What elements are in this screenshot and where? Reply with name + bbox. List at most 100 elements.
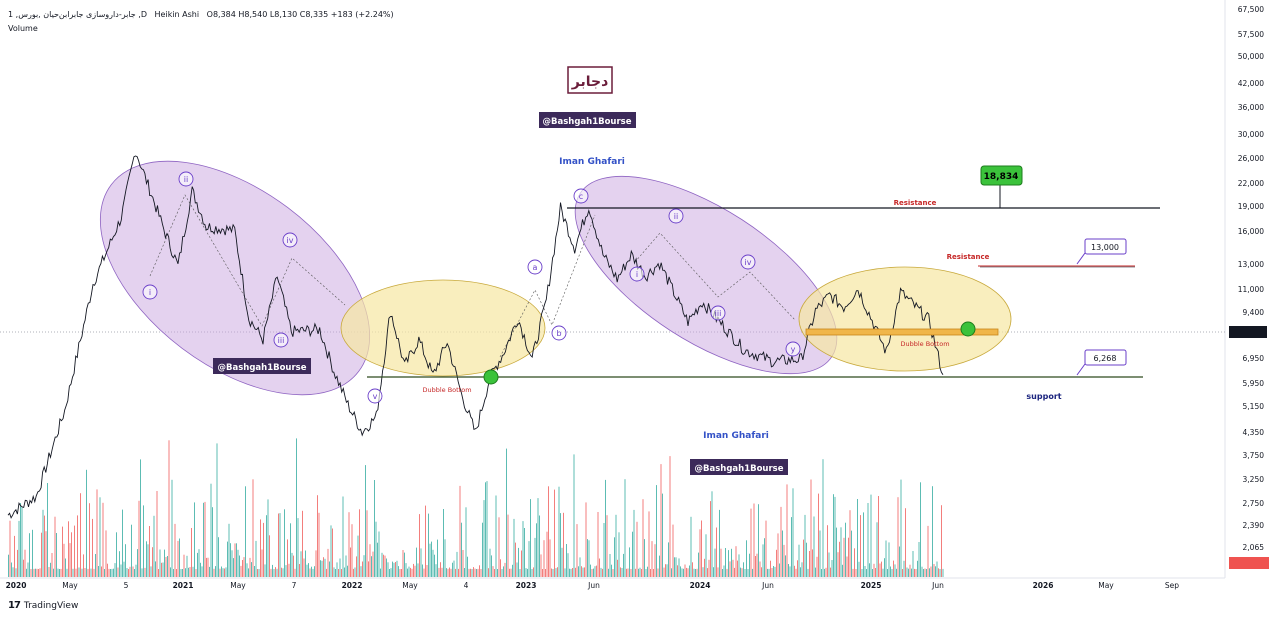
y-tick-label: 2,390 [1243,521,1265,530]
volume-bar [701,520,702,577]
x-tick-label: Jun [587,581,600,590]
volume-bar [431,541,432,577]
volume-bar [476,569,477,577]
volume-bar [362,561,363,577]
volume-bar [219,568,221,577]
volume-bar [264,564,266,577]
volume-bar [182,569,183,577]
y-tick-label: 42,000 [1238,79,1264,88]
volume-bar [305,550,306,577]
volume-bar [573,454,575,577]
volume-bar [386,558,387,577]
volume-bar [647,566,648,577]
volume-bar [612,569,614,577]
volume-bar [563,512,564,577]
volume-bar [263,522,264,577]
volume-bar [272,564,273,577]
y-tick-label: 3,750 [1243,451,1265,460]
symbol-name[interactable]: 1 ,جابر-داروسازی جابرابن‌حیان ,بورس ,D [8,10,147,19]
volume-bar [633,509,635,577]
volume-bar [162,562,164,577]
volume-bar [423,568,425,577]
volume-bar [317,495,318,577]
volume-bar [401,569,402,577]
volume-bar [557,567,558,577]
volume-bar [221,566,222,577]
volume-bar [759,561,761,577]
volume-bar [233,558,234,577]
volume-bar [539,515,540,577]
volume-bar [134,569,135,577]
volume-bar [935,566,936,577]
volume-bar [570,568,572,577]
volume-bar [741,568,743,577]
volume-bar [428,513,429,577]
volume-bar [236,543,237,577]
volume-bar [357,535,359,577]
volume-bar [804,514,806,577]
volume-bar [33,568,35,577]
volume-bar [176,569,177,577]
volume-bar [243,557,245,577]
tradingview-logo[interactable]: 17 TradingView [8,600,78,611]
volume-bar [287,539,288,577]
x-tick-label: May [402,581,418,590]
volume-bar [927,525,929,577]
volume-bar [816,556,818,577]
volume-bar [533,567,534,577]
volume-bar [68,521,69,577]
volume-bar [857,499,858,577]
volume-bar [521,550,522,577]
volume-bar [731,548,732,577]
volume-bar [812,549,813,577]
volume-legend[interactable]: Volume [8,24,38,33]
volume-bar [902,569,903,577]
chart-type[interactable]: Heikin Ashi [154,10,200,19]
volume-bar [404,552,405,577]
volume-bar [560,513,561,577]
volume-bar [765,520,767,577]
volume-bar [35,568,36,577]
volume-bar [708,559,710,577]
volume-bar [36,568,38,577]
volume-bar [867,503,869,577]
volume-bar [56,533,57,577]
y-tick-label: 11,000 [1238,285,1264,294]
volume-bar [422,564,423,577]
volume-bar [906,567,908,577]
volume-bar [282,568,284,577]
volume-bar [900,479,902,577]
volume-bar [831,560,833,577]
price-axis[interactable]: 67,500 57,500 50,000 42,000 36,000 30,000 26,0… [1234,5,1265,568]
volume-bar [749,553,750,577]
volume-bar [513,518,515,577]
resistance-label-2: Resistance [947,253,990,261]
volume-bar [224,568,225,577]
volume-bar [212,507,213,577]
volume-bar [933,564,935,577]
y-tick-label: 9,400 [1243,308,1265,317]
volume-bar [581,566,582,577]
volume-bar [536,523,537,577]
volume-bar [729,561,731,577]
volume-bar [23,559,24,577]
tag-18834-bg [980,165,1023,186]
volume-bar [696,568,698,577]
volume-bar [896,568,897,577]
x-tick-label: May [62,581,78,590]
yellow-zone-1 [340,279,546,377]
author-2: Iman Ghafari [703,431,769,441]
volume-bar [302,510,303,577]
volume-bar [177,540,179,577]
time-axis[interactable]: 2020 May 5 2021 May 7 2022 May 4 2023 Jun 2024 Jun 20… [6,581,1180,590]
volume-bar [879,563,881,577]
y-tick-label: 6,950 [1243,354,1265,363]
volume-bar [587,539,588,577]
volume-bar [501,569,503,577]
volume-bar [119,551,120,577]
volume-bar [270,568,272,577]
volume-bar [641,569,642,577]
volume-bar [351,524,353,577]
volume-bar [525,568,527,577]
